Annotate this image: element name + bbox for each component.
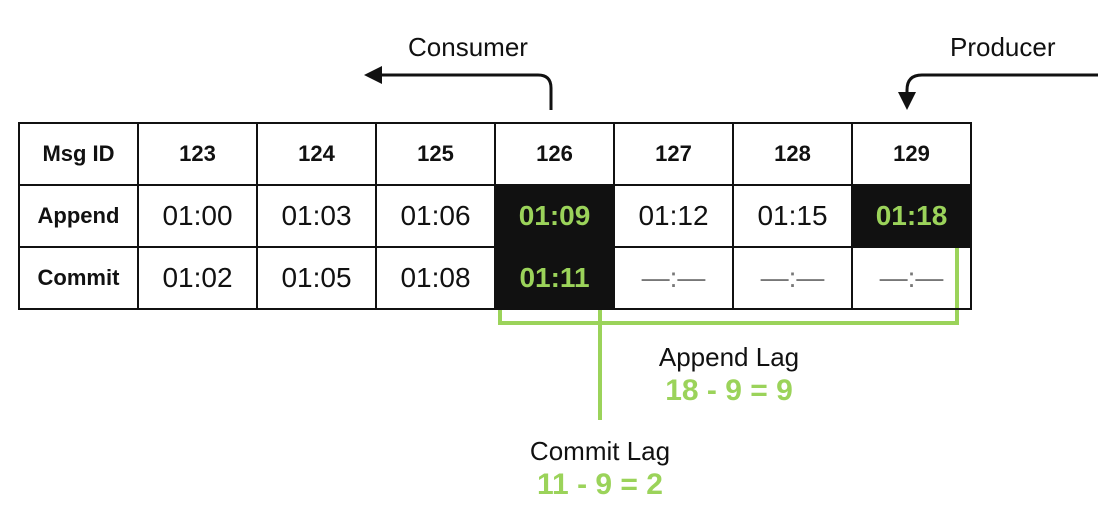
- producer-arrow: [905, 73, 1098, 94]
- append-time-cell-highlighted: 01:09: [494, 184, 615, 248]
- msg-id-header: Msg ID: [18, 122, 139, 186]
- producer-label: Producer: [950, 32, 1056, 62]
- commit-time-cell: 01:08: [375, 246, 496, 310]
- append-time-cell-highlighted: 01:18: [851, 184, 972, 248]
- msg-id-cell: 123: [137, 122, 258, 186]
- commit-lag-formula: 11 - 9 = 2: [537, 468, 663, 501]
- append-time-cell: 01:00: [137, 184, 258, 248]
- append-row: Append 01:00 01:03 01:06 01:09 01:12 01:…: [18, 184, 972, 248]
- commit-time-cell-empty: —:—: [613, 246, 734, 310]
- append-lag-title: Append Lag: [658, 342, 800, 372]
- commit-time-cell: 01:05: [256, 246, 377, 310]
- commit-time-cell-highlighted: 01:11: [494, 246, 615, 310]
- msg-id-cell: 127: [613, 122, 734, 186]
- message-table: Msg ID 123 124 125 126 127 128 129 Appen…: [18, 122, 972, 310]
- commit-time-cell-empty: —:—: [732, 246, 853, 310]
- append-time-cell: 01:12: [613, 184, 734, 248]
- commit-row: Commit 01:02 01:05 01:08 01:11 —:— —:— —…: [18, 246, 972, 310]
- commit-row-header: Commit: [18, 246, 139, 310]
- msg-id-cell: 129: [851, 122, 972, 186]
- msg-id-cell: 126: [494, 122, 615, 186]
- commit-lag-title: Commit Lag: [529, 436, 671, 466]
- append-lag-formula: 18 - 9 = 9: [665, 374, 793, 407]
- append-row-header: Append: [18, 184, 139, 248]
- append-time-cell: 01:06: [375, 184, 496, 248]
- producer-arrowhead: [898, 92, 916, 110]
- commit-time-cell-empty: —:—: [851, 246, 972, 310]
- consumer-label: Consumer: [408, 32, 528, 62]
- consumer-arrowhead: [364, 66, 382, 84]
- msg-id-cell: 125: [375, 122, 496, 186]
- msg-id-cell: 128: [732, 122, 853, 186]
- append-time-cell: 01:15: [732, 184, 853, 248]
- msg-id-cell: 124: [256, 122, 377, 186]
- consumer-arrow: [380, 73, 553, 110]
- msg-id-row: Msg ID 123 124 125 126 127 128 129: [18, 122, 972, 186]
- append-time-cell: 01:03: [256, 184, 377, 248]
- commit-time-cell: 01:02: [137, 246, 258, 310]
